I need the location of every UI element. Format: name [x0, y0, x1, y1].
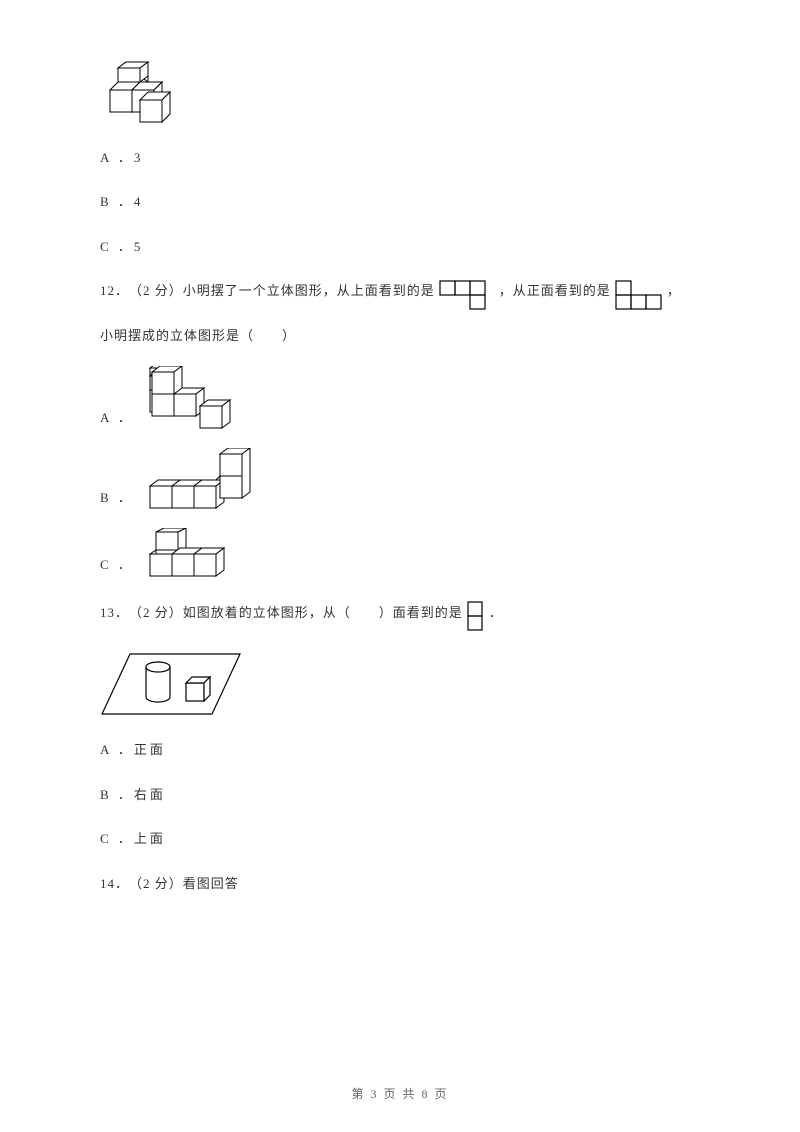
q14-num: 14．: [100, 866, 129, 902]
q11-option-b: B ．4: [100, 184, 700, 220]
q13-text1: 如图放着的立体图形，从（ ）面看到的是: [183, 595, 463, 631]
q12-cont: 小明摆成的立体图形是（ ）: [100, 318, 700, 354]
page-content: A ．3 B ．4 C ．5 12． （2 分） 小明摆了一个立体图形，从上面看…: [0, 0, 800, 950]
q12-frontview-icon: [615, 280, 663, 310]
q12-num: 12．: [100, 273, 129, 309]
q13-text2: ．: [489, 595, 503, 631]
q12-option-c: C ．: [100, 528, 700, 583]
q12-option-a: A ．: [100, 366, 700, 436]
q14-text: 14． （2 分） 看图回答: [100, 866, 700, 902]
q11-option-c: C ．5: [100, 229, 700, 265]
q13-num: 13．: [100, 595, 129, 631]
q12-c-figure: [142, 528, 267, 583]
q13-figure: [100, 639, 700, 724]
q12-b-label: B ．: [100, 480, 134, 516]
q12-a-label: A ．: [100, 400, 134, 436]
q13-option-c: C ．上面: [100, 821, 700, 857]
q12-option-b: B ．: [100, 448, 700, 516]
q12-c-label: C ．: [100, 547, 134, 583]
q13-option-a: A ．正面: [100, 732, 700, 768]
q13-view-icon: [467, 601, 485, 631]
q12-a-figure: [142, 366, 252, 436]
q12-text2: ，从正面看到的是: [499, 273, 611, 309]
q13-text: 13． （2 分） 如图放着的立体图形，从（ ）面看到的是 ．: [100, 595, 700, 631]
q12-b-figure: [142, 448, 267, 516]
q14-points: （2 分）: [129, 866, 183, 902]
q12-points: （2 分）: [129, 273, 183, 309]
q13-points: （2 分）: [129, 595, 183, 631]
q12-text1: 小明摆了一个立体图形，从上面看到的是: [183, 273, 435, 309]
q12-topview-icon: [439, 280, 495, 310]
q11-figure: [100, 60, 700, 130]
q12-text: 12． （2 分） 小明摆了一个立体图形，从上面看到的是 ，从正面看到的是: [100, 273, 700, 309]
q12-text3: ，: [667, 273, 681, 309]
q13-option-b: B ．右面: [100, 777, 700, 813]
page-footer: 第 3 页 共 8 页: [0, 1085, 800, 1102]
q14-body: 看图回答: [183, 866, 239, 902]
q11-option-a: A ．3: [100, 140, 700, 176]
